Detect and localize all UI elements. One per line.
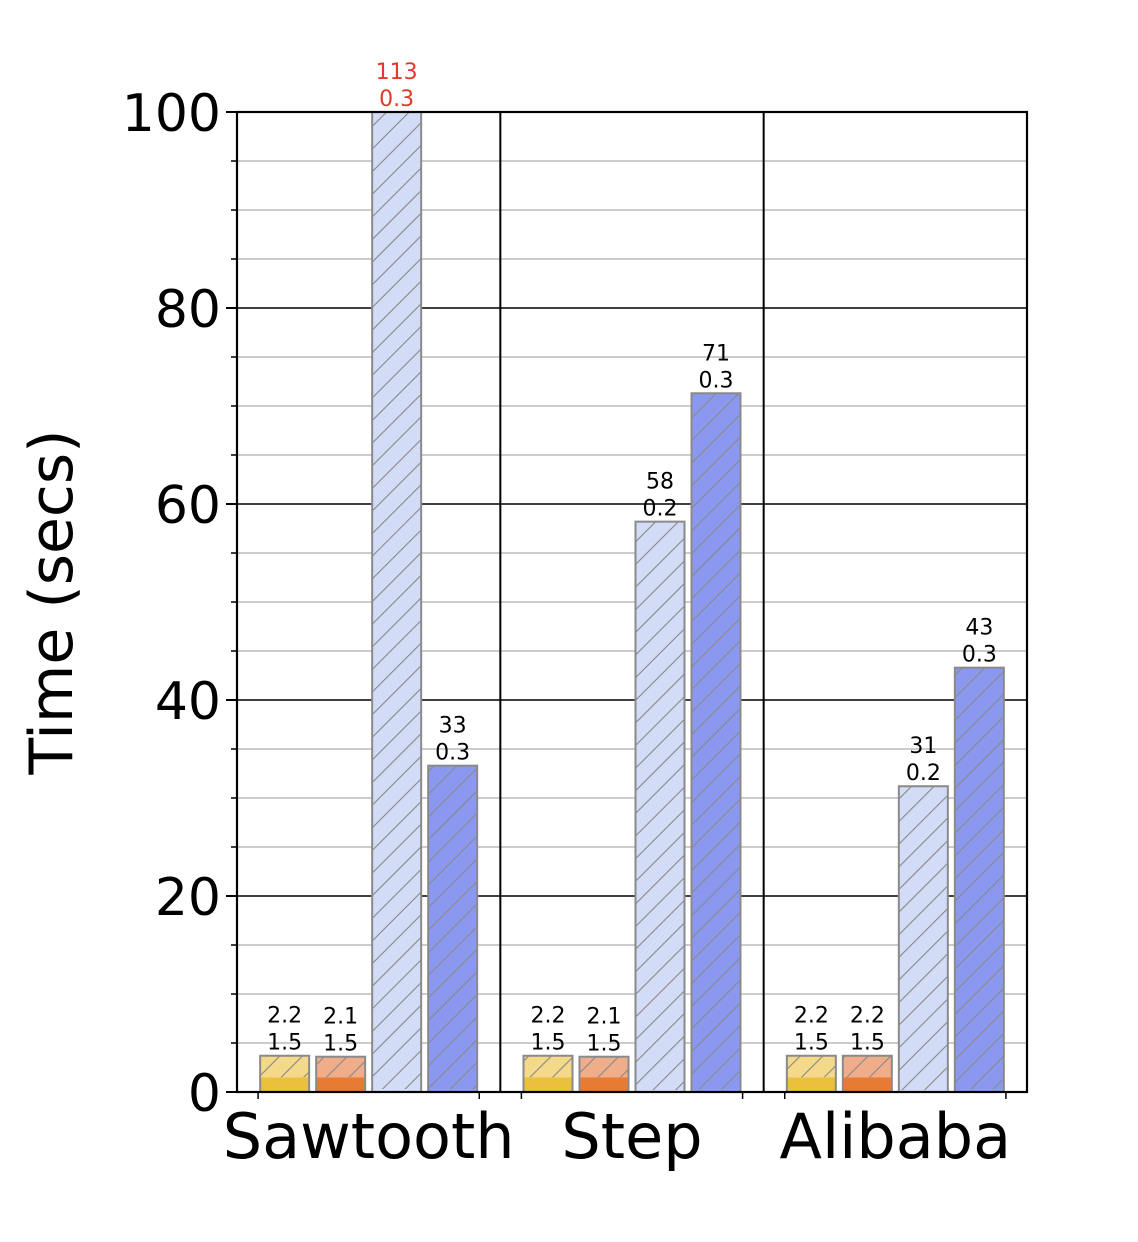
bar-hatch (635, 521, 685, 1091)
bar-segment-base (428, 1089, 478, 1092)
bar-value-label: 2.2 (850, 1004, 885, 1029)
bar-base-label: 1.5 (794, 1031, 829, 1056)
plot-frame (235, 110, 1029, 1094)
bars (259, 111, 1005, 1093)
x-category-label: Sawtooth (223, 1100, 515, 1173)
bar-hatch (372, 112, 422, 1090)
bar-base-label: 0.2 (906, 761, 941, 786)
bar-hatch (898, 786, 948, 1091)
axes: 0 20 40 60 80 100 Sawtooth Step Alibaba (122, 84, 1029, 1173)
bar-segment-base (786, 1077, 836, 1092)
x-category-label: Alibaba (780, 1100, 1012, 1173)
bar-segment-base (316, 1077, 366, 1092)
bar-value-label: 2.2 (267, 1004, 302, 1029)
bar-base-label: 0.3 (435, 741, 470, 766)
y-tick-label: 60 (155, 476, 221, 536)
bar-hatch (523, 1055, 573, 1078)
bar-hatch (786, 1055, 836, 1078)
bar-base-label: 1.5 (587, 1032, 622, 1057)
y-tick-label: 40 (155, 672, 221, 732)
bar-segment-base (523, 1077, 573, 1092)
bar-base-label: 0.3 (379, 87, 414, 112)
y-axis-label: Time (secs) (17, 429, 87, 775)
y-tick-label: 80 (155, 280, 221, 340)
bar-value-label: 33 (439, 714, 467, 739)
bar-base-label: 1.5 (531, 1031, 566, 1056)
bar-segment-base (372, 1089, 422, 1092)
bar-segment-base (842, 1077, 892, 1092)
bar-hatch (316, 1056, 366, 1078)
x-category-label: Step (561, 1100, 702, 1173)
bar-hatch (842, 1055, 892, 1078)
y-tick-label: 100 (122, 84, 221, 144)
bar-hatch (954, 667, 1004, 1090)
bar-value-label: 43 (965, 616, 993, 641)
bar-hatch (691, 393, 741, 1090)
bar-base-label: 1.5 (267, 1031, 302, 1056)
bar-value-label: 31 (909, 734, 937, 759)
bar-segment-base (579, 1077, 629, 1092)
bar-value-label: 71 (702, 341, 730, 366)
bar-base-label: 1.5 (323, 1032, 358, 1057)
y-tick-label: 0 (188, 1064, 221, 1124)
bar-hatch (428, 765, 478, 1090)
y-tick-label: 20 (155, 868, 221, 928)
bar-segment-base (260, 1077, 310, 1092)
bar-base-label: 0.2 (643, 497, 678, 522)
bar-base-label: 0.3 (962, 643, 997, 668)
bar-base-label: 1.5 (850, 1031, 885, 1056)
bar-segment-base (954, 1089, 1004, 1092)
bar-value-label: 2.2 (531, 1004, 566, 1029)
bar-value-label: 2.2 (794, 1004, 829, 1029)
bar-base-label: 0.3 (699, 368, 734, 393)
bar-hatch (260, 1055, 310, 1078)
bar-segment-base (691, 1089, 741, 1092)
bar-labels: 2.21.52.11.51130.3330.32.21.52.11.5580.2… (267, 60, 997, 1057)
bar-value-label: 113 (376, 60, 418, 85)
bar-hatch (579, 1056, 629, 1078)
bar-value-label: 2.1 (587, 1005, 622, 1030)
bar-value-label: 2.1 (323, 1005, 358, 1030)
bar-value-label: 58 (646, 470, 674, 495)
grid (237, 111, 1027, 1093)
